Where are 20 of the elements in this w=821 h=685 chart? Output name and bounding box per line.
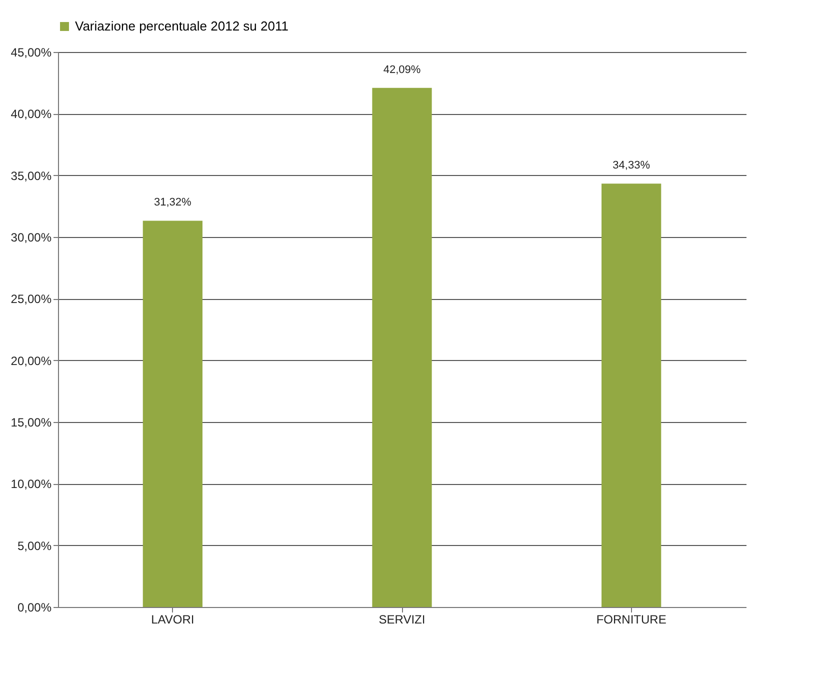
y-tick-label: 5,00% — [17, 538, 52, 553]
bar — [142, 220, 202, 607]
data-label: 34,33% — [612, 160, 650, 172]
x-tick-label: FORNITURE — [596, 612, 666, 626]
bar — [602, 184, 662, 607]
data-label: 31,32% — [154, 196, 192, 209]
y-tick-label: 0,00% — [17, 600, 52, 614]
legend-label: Variazione percentuale 2012 su 2011 — [75, 18, 288, 34]
y-tick-label: 10,00% — [10, 477, 52, 492]
y-tick-label: 35,00% — [10, 168, 52, 183]
x-tick-label: LAVORI — [151, 612, 194, 626]
y-tick-label: 25,00% — [10, 292, 52, 306]
x-tick-label: SERVIZI — [378, 612, 426, 626]
data-label: 42,09% — [383, 64, 421, 76]
y-tick-label: 40,00% — [10, 107, 52, 122]
y-tick-label: 20,00% — [10, 354, 52, 368]
y-tick-label: 45,00% — [10, 46, 52, 60]
bar — [372, 88, 432, 607]
y-tick-label: 15,00% — [10, 416, 52, 430]
y-tick-label: 30,00% — [10, 230, 52, 244]
